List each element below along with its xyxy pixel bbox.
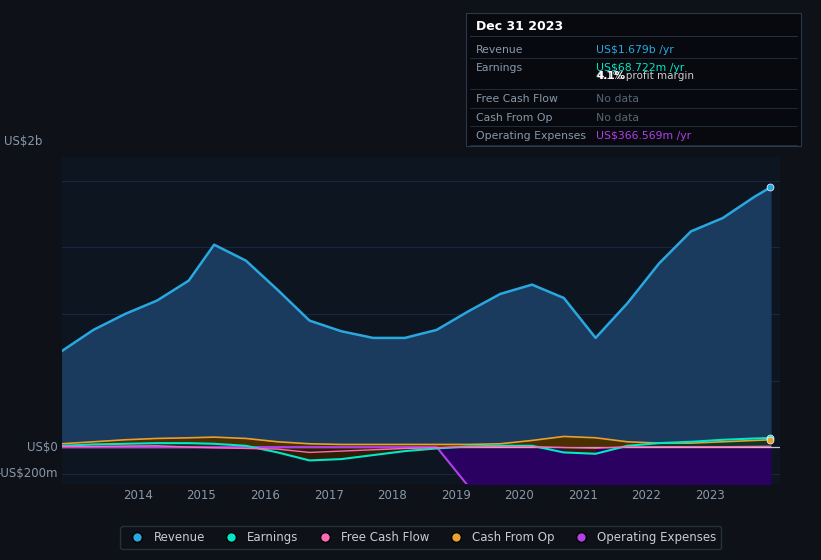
Text: US$1.679b /yr: US$1.679b /yr: [596, 45, 674, 55]
Text: Cash From Op: Cash From Op: [476, 113, 553, 123]
Text: Earnings: Earnings: [476, 63, 523, 73]
Text: Revenue: Revenue: [476, 45, 524, 55]
Text: US$68.722m /yr: US$68.722m /yr: [596, 63, 684, 73]
Text: No data: No data: [596, 113, 639, 123]
Text: Free Cash Flow: Free Cash Flow: [476, 95, 558, 105]
Text: -US$200m: -US$200m: [0, 467, 58, 480]
Text: US$0: US$0: [27, 441, 58, 454]
Text: US$366.569m /yr: US$366.569m /yr: [596, 132, 691, 141]
Text: 4.1% profit margin: 4.1% profit margin: [596, 72, 694, 81]
Text: Dec 31 2023: Dec 31 2023: [476, 20, 563, 33]
Legend: Revenue, Earnings, Free Cash Flow, Cash From Op, Operating Expenses: Revenue, Earnings, Free Cash Flow, Cash …: [121, 526, 721, 549]
Text: 4.1%: 4.1%: [596, 72, 625, 81]
Text: No data: No data: [596, 95, 639, 105]
Text: Operating Expenses: Operating Expenses: [476, 132, 586, 141]
Text: US$2b: US$2b: [4, 136, 43, 148]
